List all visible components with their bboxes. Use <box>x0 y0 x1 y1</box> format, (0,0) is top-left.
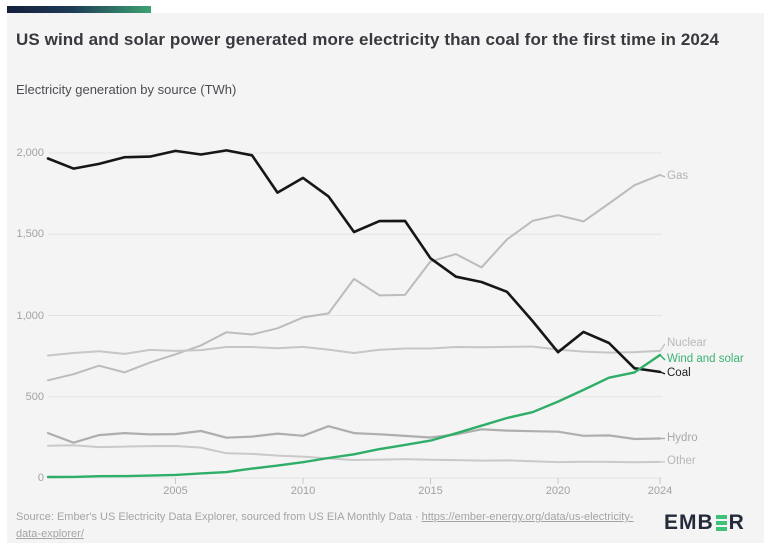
source-text: Source: Ember's US Electricity Data Expl… <box>16 511 422 523</box>
source-link[interactable]: https://ember-energy.org/data/us-electri… <box>16 511 634 541</box>
source-note: Source: Ember's US Electricity Data Expl… <box>16 509 652 543</box>
ember-logo-e-icon <box>715 515 727 531</box>
ember-logo: EMB R <box>664 511 745 535</box>
ember-logo-text-r: R <box>728 511 745 534</box>
chart-subtitle: Electricity generation by source (TWh) <box>16 82 237 97</box>
brand-accent-bar <box>7 6 151 13</box>
ember-logo-text-emb: EMB <box>664 511 714 534</box>
chart-title: US wind and solar power generated more e… <box>16 30 720 49</box>
